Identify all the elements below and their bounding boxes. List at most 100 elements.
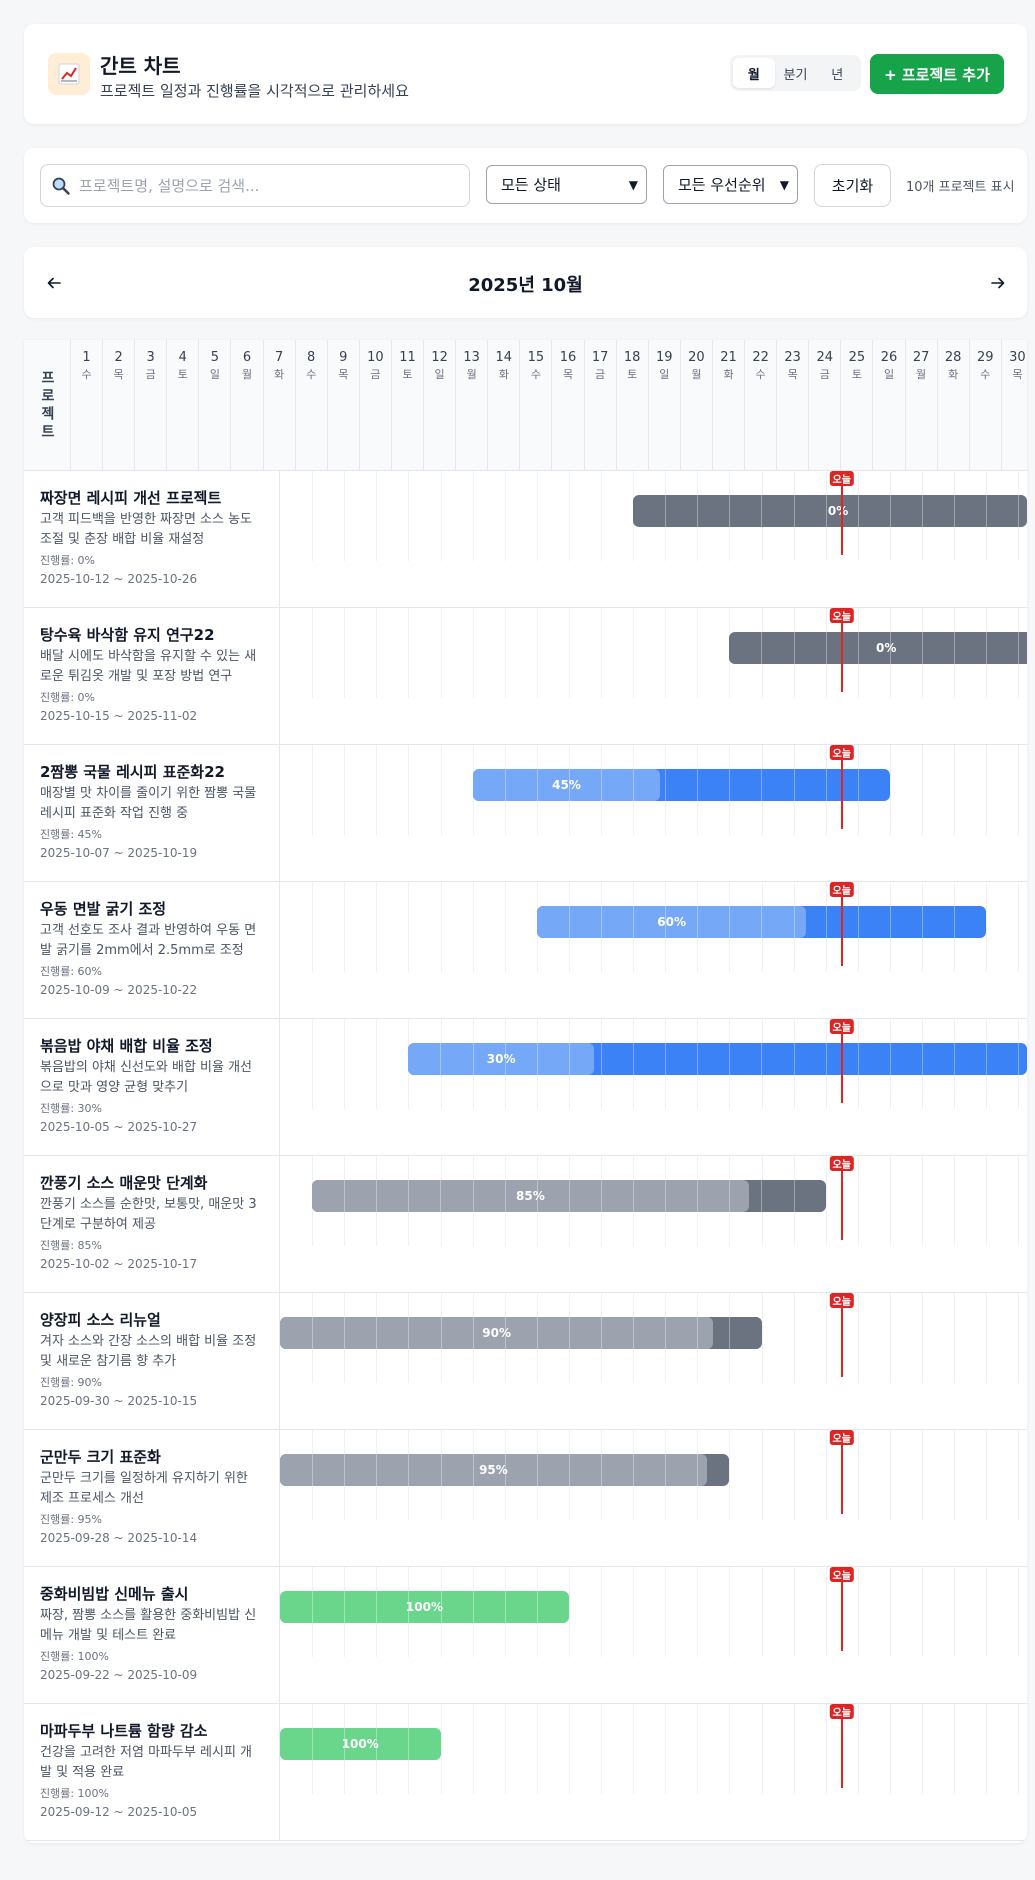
project-info[interactable]: 깐풍기 소스 매운맛 단계화 깐풍기 소스를 순한맛, 보통맛, 매운맛 3단계로… — [24, 1156, 280, 1292]
project-info[interactable]: 볶음밥 야채 배합 비율 조정 볶음밥의 야채 신선도와 배합 비율 개선으로 맛… — [24, 1019, 280, 1155]
reset-button[interactable]: 초기화 — [814, 164, 891, 207]
day-column-10: 10 금 — [360, 340, 392, 471]
day-number: 6 — [242, 350, 252, 365]
day-number: 30 — [1009, 350, 1026, 365]
project-info[interactable]: 군만두 크기 표준화 군만두 크기를 일정하게 유지하기 위한 제조 프로세스 개… — [24, 1430, 280, 1566]
project-dates: 2025-10-09 ~ 2025-10-22 — [40, 983, 198, 997]
project-name: 짜장면 레시피 개선 프로젝트 — [40, 489, 222, 507]
search-input[interactable] — [79, 176, 459, 195]
project-info[interactable]: 짜장면 레시피 개선 프로젝트 고객 피드백을 반영한 짜장면 소스 농도 조절 … — [24, 471, 280, 607]
progress-fill — [280, 1454, 707, 1486]
grid-line — [440, 471, 442, 561]
grid-line — [697, 1567, 699, 1657]
project-bar[interactable]: 30% — [408, 1043, 1027, 1075]
project-bar[interactable]: 60% — [536, 906, 987, 938]
bar-day-divider — [504, 1180, 506, 1212]
next-month-button[interactable] — [986, 271, 1010, 295]
month-title: 2025년 10월 — [468, 275, 583, 296]
view-month-button[interactable]: 월 — [733, 58, 775, 88]
project-bar[interactable]: 95% — [280, 1454, 730, 1486]
bar-day-divider — [633, 1043, 635, 1075]
grid-line — [986, 1704, 988, 1794]
bar-day-divider — [312, 1591, 314, 1623]
bar-day-divider — [440, 1454, 442, 1486]
day-weekday: 목 — [787, 368, 798, 381]
bar-day-divider — [376, 1728, 378, 1760]
today-marker-line — [840, 1301, 843, 1377]
bar-day-divider — [986, 1043, 988, 1075]
add-project-button[interactable]: + 프로젝트 추가 — [870, 54, 1004, 94]
grid-line — [986, 1567, 988, 1657]
today-marker-label: 오늘 — [829, 1293, 854, 1308]
project-column-header: 프로젝트 — [24, 340, 71, 471]
project-info[interactable]: 2짬뽕 국물 레시피 표준화22 매장별 맛 차이를 줄이기 위한 짬뽕 국물 레… — [24, 745, 280, 881]
grid-line — [344, 471, 346, 561]
bar-day-divider — [889, 632, 891, 664]
project-bar[interactable]: 100% — [280, 1591, 569, 1623]
bar-day-divider — [729, 769, 731, 801]
grid-line — [825, 1704, 827, 1794]
bar-day-divider — [312, 1454, 314, 1486]
grid-line — [889, 745, 891, 835]
bar-day-divider — [857, 1043, 859, 1075]
bar-day-divider — [536, 1591, 538, 1623]
view-quarter-button[interactable]: 분기 — [783, 67, 808, 83]
prev-month-button[interactable] — [42, 271, 66, 295]
day-weekday: 토 — [851, 368, 862, 381]
project-bar[interactable]: 85% — [312, 1180, 826, 1212]
grid-line — [954, 1704, 956, 1794]
day-weekday: 목 — [1012, 368, 1023, 381]
bar-day-divider — [697, 495, 699, 527]
day-weekday: 토 — [402, 368, 413, 381]
grid-line — [472, 882, 474, 972]
grid-line — [857, 1567, 859, 1657]
project-bar[interactable]: 100% — [280, 1728, 441, 1760]
grid-line — [761, 1704, 763, 1794]
bar-day-divider — [536, 1317, 538, 1349]
bar-day-divider — [344, 1180, 346, 1212]
bar-day-divider — [376, 1317, 378, 1349]
grid-line — [408, 882, 410, 972]
view-year-button[interactable]: 년 — [831, 67, 844, 83]
project-bar[interactable]: 0% — [729, 632, 1027, 664]
grid-line — [568, 1567, 570, 1657]
grid-line — [889, 1430, 891, 1520]
project-info[interactable]: 우동 면발 굵기 조정 고객 선호도 조사 결과 반영하여 우동 면발 굵기를 2… — [24, 882, 280, 1018]
view-mode-toggle: 월 분기 년 — [730, 55, 861, 91]
status-select[interactable]: 모든 상태 ▼ — [486, 165, 647, 204]
project-bar[interactable]: 0% — [633, 495, 1027, 527]
grid-line — [889, 1293, 891, 1383]
bar-day-divider — [857, 495, 859, 527]
project-info[interactable]: 마파두부 나트륨 함량 감소 건강을 고려한 저염 마파두부 레시피 개발 및 적… — [24, 1704, 280, 1840]
day-weekday: 화 — [723, 368, 734, 381]
project-bar[interactable]: 45% — [472, 769, 890, 801]
project-info[interactable]: 탕수육 바삭함 유지 연구22 배달 시에도 바삭함을 유지할 수 있는 새로운 … — [24, 608, 280, 744]
project-name: 2짬뽕 국물 레시피 표준화22 — [40, 763, 225, 781]
bar-day-divider — [472, 1317, 474, 1349]
bar-day-divider — [697, 1180, 699, 1212]
day-weekday: 화 — [274, 368, 285, 381]
bar-day-divider — [793, 632, 795, 664]
project-row: 양장피 소스 리뉴얼 겨자 소스와 간장 소스의 배합 비율 조정 및 새로운 참… — [24, 1293, 1027, 1430]
day-number: 18 — [623, 350, 641, 365]
day-weekday: 수 — [306, 368, 317, 381]
grid-line — [954, 1293, 956, 1383]
priority-select[interactable]: 모든 우선순위 ▼ — [663, 165, 798, 204]
search-icon — [52, 177, 70, 195]
day-weekday: 월 — [241, 368, 253, 381]
project-bar[interactable]: 90% — [280, 1317, 762, 1349]
project-info[interactable]: 중화비빔밥 신메뉴 출시 짜장, 짬뽕 소스를 활용한 중화비빔밥 신메뉴 개발 … — [24, 1567, 280, 1703]
grid-line — [633, 1704, 635, 1794]
bar-day-divider — [633, 1454, 635, 1486]
chevron-down-icon: ▼ — [779, 177, 789, 192]
day-number: 20 — [688, 350, 705, 365]
grid-line — [825, 1430, 827, 1520]
bar-day-divider — [793, 495, 795, 527]
project-info[interactable]: 양장피 소스 리뉴얼 겨자 소스와 간장 소스의 배합 비율 조정 및 새로운 참… — [24, 1293, 280, 1429]
bar-day-divider — [504, 1043, 506, 1075]
search-box — [40, 164, 470, 207]
grid-line — [440, 745, 442, 835]
day-number: 14 — [495, 350, 513, 365]
